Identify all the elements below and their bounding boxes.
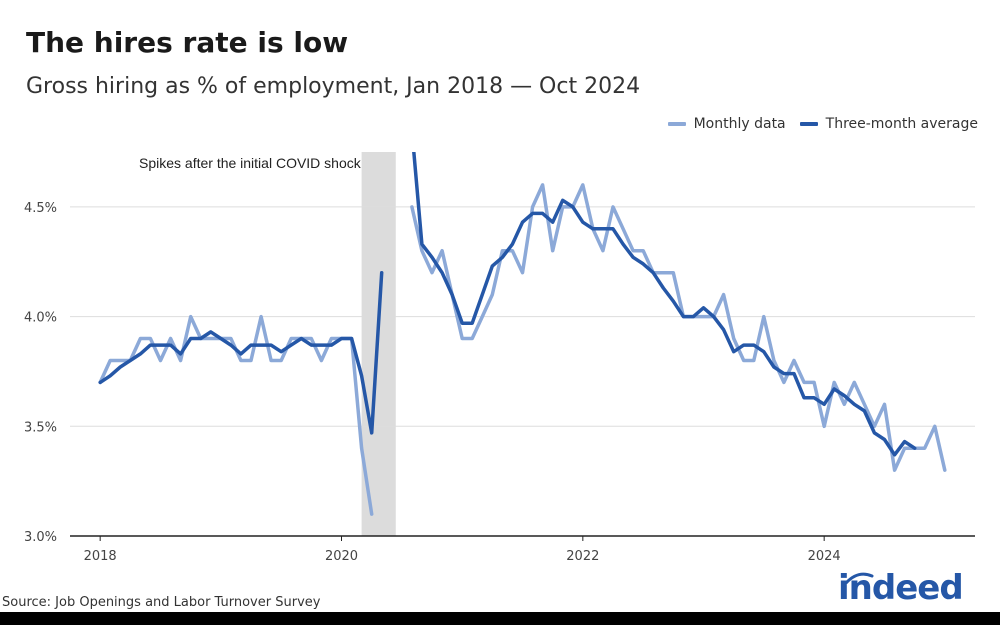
y-tick-label: 3.5%	[24, 420, 57, 435]
series-line-monthly	[98, 183, 947, 516]
series-line-three-month-average	[98, 152, 917, 457]
bottom-bar	[0, 612, 1000, 625]
legend-label-monthly: Monthly data	[693, 116, 786, 132]
legend-swatch-average	[799, 122, 818, 126]
y-tick-label: 4.5%	[24, 201, 57, 216]
legend-item-monthly[interactable]: Monthly data	[667, 116, 786, 132]
x-tick-label: 2020	[325, 549, 358, 564]
x-tick-label: 2018	[84, 549, 117, 564]
y-tick-label: 4.0%	[24, 311, 57, 326]
line-chart: 3.0% 3.5% 4.0% 4.5% 2018 2020 2022 2024 Spikes a…	[24, 152, 975, 564]
chart-title: The hires rate is low	[26, 26, 349, 59]
covid-annotation-label: Spikes after the initial COVID shock	[139, 155, 362, 171]
indeed-logo-arc	[844, 572, 874, 584]
y-tick-label: 3.0%	[24, 530, 57, 545]
chart-subtitle: Gross hiring as % of employment, Jan 201…	[26, 74, 641, 99]
x-tick-label: 2024	[808, 549, 841, 564]
legend-label-average: Three-month average	[825, 116, 978, 132]
chart-legend: Monthly data Three-month average	[654, 116, 978, 132]
legend-swatch-monthly	[667, 122, 686, 126]
legend-item-average[interactable]: Three-month average	[799, 116, 978, 132]
source-note: Source: Job Openings and Labor Turnover …	[2, 595, 321, 610]
indeed-logo-text: indeed	[838, 568, 964, 608]
x-tick-label: 2022	[566, 549, 599, 564]
indeed-logo: indeed	[838, 568, 964, 608]
